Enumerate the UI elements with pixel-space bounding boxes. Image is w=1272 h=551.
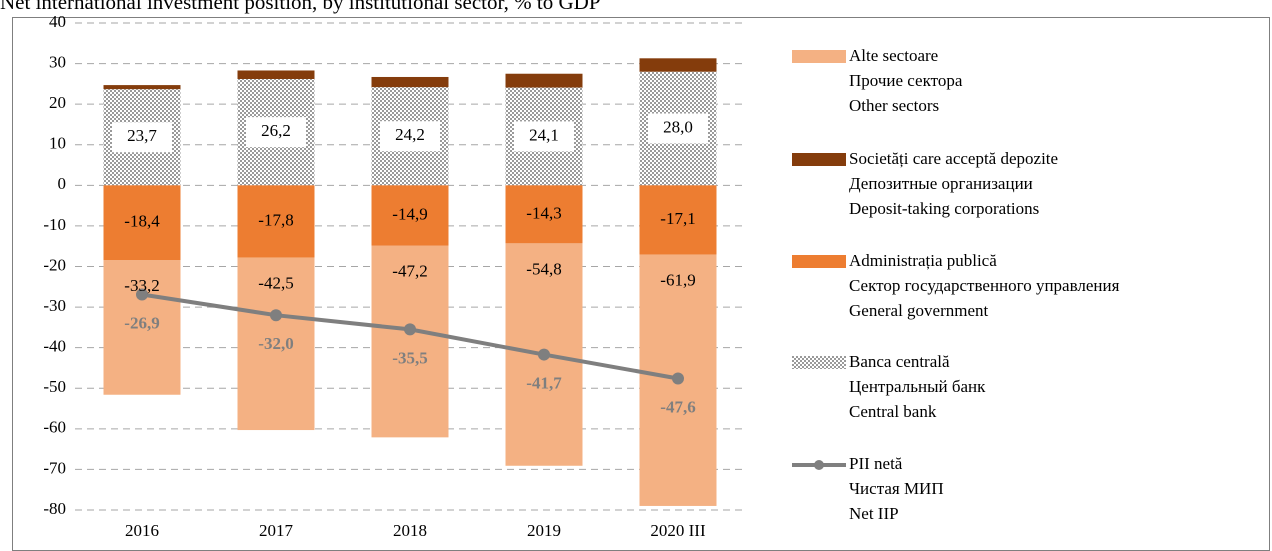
bar-segment bbox=[639, 58, 717, 72]
data-label: -41,7 bbox=[526, 373, 562, 392]
y-tick-label: -80 bbox=[43, 499, 66, 518]
y-tick-label: -60 bbox=[43, 418, 66, 437]
data-label: -32,0 bbox=[258, 334, 293, 353]
y-tick-label: -40 bbox=[43, 337, 66, 356]
net-iip-marker bbox=[136, 288, 148, 301]
bar-segment bbox=[103, 85, 181, 90]
data-label: -17,1 bbox=[660, 209, 695, 228]
y-tick-label: -50 bbox=[43, 377, 66, 396]
legend-label: Прочие сектора bbox=[849, 71, 963, 90]
legend-swatch bbox=[792, 50, 846, 63]
y-tick-label: -30 bbox=[43, 296, 66, 315]
legend-label: Депозитные организации bbox=[849, 174, 1033, 193]
y-tick-label: 40 bbox=[49, 12, 66, 31]
data-label: -61,9 bbox=[660, 271, 695, 290]
legend-label: Other sectors bbox=[849, 96, 939, 115]
data-label: -47,6 bbox=[660, 397, 695, 416]
data-label: -17,8 bbox=[258, 210, 293, 229]
legend-label: Сектор государственного управления bbox=[849, 276, 1120, 295]
y-tick-label: 10 bbox=[49, 134, 66, 153]
bar-segment bbox=[237, 257, 315, 431]
legend-label: Центральный банк bbox=[849, 377, 986, 396]
data-label: -14,3 bbox=[526, 203, 561, 222]
data-label: -42,5 bbox=[258, 273, 293, 292]
legend-label: Alte sectoare bbox=[849, 46, 938, 65]
data-label: -14,9 bbox=[392, 204, 427, 223]
legend-swatch bbox=[792, 255, 846, 268]
legend-label: Deposit-taking corporations bbox=[849, 199, 1039, 218]
data-label: 24,2 bbox=[395, 125, 425, 144]
x-tick-label: 2019 bbox=[527, 521, 561, 540]
y-tick-label: -10 bbox=[43, 215, 66, 234]
legend-swatch bbox=[792, 153, 846, 166]
chart-title: Net international investment position, b… bbox=[0, 0, 601, 14]
net-iip-marker bbox=[404, 323, 416, 336]
y-tick-label: 30 bbox=[49, 52, 66, 71]
bar-segment bbox=[237, 70, 315, 80]
label-box bbox=[514, 121, 574, 152]
data-label: 26,2 bbox=[261, 121, 291, 140]
net-iip-marker bbox=[270, 309, 282, 322]
bar-segment bbox=[371, 185, 449, 246]
data-label: 24,1 bbox=[529, 125, 559, 144]
bar-segment bbox=[371, 76, 449, 88]
data-label: 28,0 bbox=[663, 117, 693, 136]
y-tick-label: 0 bbox=[58, 174, 67, 193]
legend-label: Societăți care acceptă depozite bbox=[849, 149, 1058, 168]
label-box bbox=[648, 113, 708, 144]
bar-segment bbox=[237, 185, 315, 258]
x-tick-label: 2016 bbox=[125, 521, 159, 540]
y-tick-label: -20 bbox=[43, 255, 66, 274]
label-box bbox=[380, 121, 440, 152]
legend-label: Banca centrală bbox=[849, 352, 950, 371]
y-tick-label: 20 bbox=[49, 93, 66, 112]
x-tick-label: 2018 bbox=[393, 521, 427, 540]
net-iip-marker bbox=[538, 348, 550, 361]
data-label: -33,2 bbox=[124, 276, 159, 295]
data-label: -18,4 bbox=[124, 212, 160, 231]
bar-segment bbox=[103, 260, 181, 395]
legend-label: Net IIP bbox=[849, 504, 899, 523]
legend-swatch bbox=[792, 356, 846, 369]
legend-label: PII netă bbox=[849, 454, 903, 473]
x-tick-label: 2017 bbox=[259, 521, 294, 540]
net-iip-marker bbox=[672, 372, 684, 385]
bar-segment bbox=[371, 245, 449, 438]
data-label: -54,8 bbox=[526, 259, 561, 278]
legend-marker bbox=[814, 460, 824, 470]
data-label: -35,5 bbox=[392, 348, 427, 367]
legend-label: Administrația publică bbox=[849, 251, 997, 270]
y-tick-label: -70 bbox=[43, 458, 66, 477]
x-tick-label: 2020 III bbox=[650, 521, 706, 540]
label-box bbox=[246, 117, 306, 148]
label-box bbox=[112, 122, 172, 153]
legend-label: General government bbox=[849, 301, 989, 320]
bar-segment bbox=[505, 73, 583, 88]
bar-segment bbox=[505, 185, 583, 244]
bar-segment bbox=[103, 185, 181, 261]
bar-segment bbox=[639, 185, 717, 255]
data-label: -47,2 bbox=[392, 262, 427, 281]
legend-label: Central bank bbox=[849, 402, 937, 421]
data-label: -26,9 bbox=[124, 313, 159, 332]
data-label: 23,7 bbox=[127, 126, 157, 145]
legend-label: Чистая МИП bbox=[849, 479, 944, 498]
